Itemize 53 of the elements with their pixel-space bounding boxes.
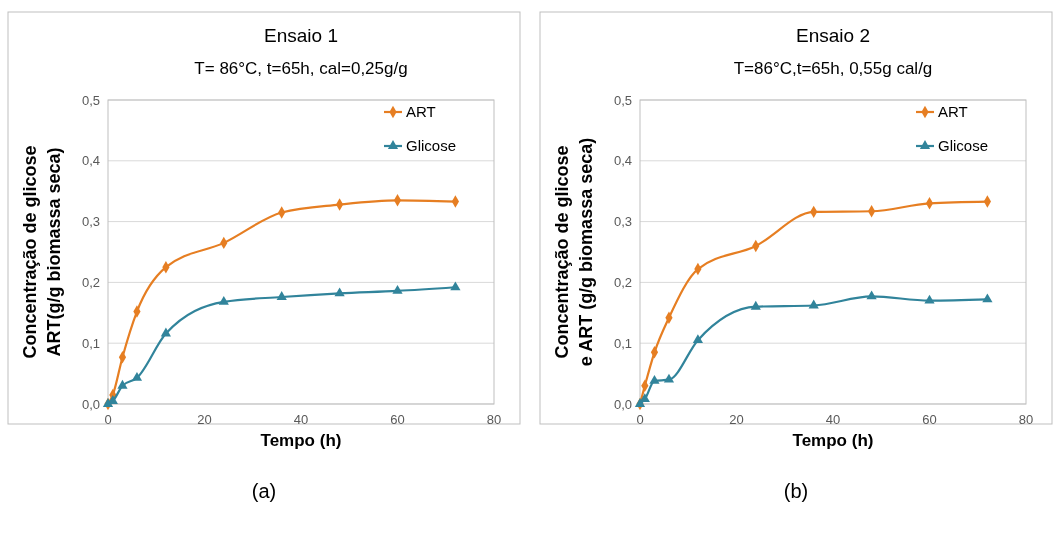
point (982, 293, 993, 303)
y-tick-label: 0,3 (613, 214, 632, 230)
y-tick-label: 0,1 (81, 335, 100, 351)
chart-title: Ensaio 1 (264, 25, 338, 46)
point (392, 285, 403, 294)
y-axis-title: Concentração de glicose e ART (g/g biomassa seca) (552, 137, 596, 367)
y-tick-label: 0,1 (613, 335, 632, 351)
point (924, 294, 935, 304)
y-tick-label: 0,3 (81, 214, 100, 230)
x-tick-label: 80 (1018, 412, 1034, 427)
point (334, 287, 345, 297)
point (218, 295, 229, 305)
y-tick-label: 0,5 (613, 92, 632, 108)
x-axis-title: Tempo (h) (260, 431, 342, 450)
text: (b) (783, 480, 809, 502)
x-tick-label: 40 (293, 412, 309, 427)
legend-label: ART (406, 103, 436, 121)
point (276, 291, 287, 300)
x-tick-label: 20 (197, 412, 212, 427)
chart-title: Ensaio 2 (796, 25, 870, 46)
x-tick-label: 20 (729, 412, 744, 427)
y-tick-label: 0,2 (81, 274, 100, 290)
y-tick-label: 0,0 (81, 396, 100, 412)
point (117, 379, 128, 389)
point (750, 300, 761, 310)
y-tick-label: 0,4 (81, 153, 100, 169)
chart-subtitle: T=86°C,t=65h, 0,55g cal/g (733, 59, 933, 78)
y-tick-label: 0,5 (81, 92, 100, 108)
point (450, 281, 461, 291)
x-tick-label: 40 (825, 412, 841, 427)
x-tick-label: 0 (636, 412, 644, 427)
text: (a) (251, 480, 277, 502)
y-tick-label: 0,2 (613, 274, 632, 290)
x-tick-label: 0 (104, 412, 112, 427)
y-tick-label: 0,4 (613, 153, 632, 169)
x-axis-title: Tempo (h) (792, 431, 874, 450)
y-tick-label: 0,0 (613, 396, 632, 412)
legend-label: Glicose (406, 137, 457, 155)
point (131, 371, 143, 381)
chart-subtitle: T= 86°C, t=65h, cal=0,25g/g (194, 59, 408, 78)
point (634, 398, 646, 407)
x-tick-label: 60 (922, 412, 937, 427)
point (866, 290, 877, 300)
point (160, 327, 171, 337)
point (808, 299, 819, 309)
y-axis-title: Concentração de glicose ART(g/g biomassa seca) (20, 145, 64, 359)
x-tick-label: 60 (390, 412, 405, 427)
point (692, 334, 703, 344)
legend-label: Glicose (938, 137, 989, 155)
legend-label: ART (938, 103, 968, 121)
x-tick-label: 80 (486, 412, 502, 427)
point (663, 373, 675, 383)
point (649, 375, 660, 384)
